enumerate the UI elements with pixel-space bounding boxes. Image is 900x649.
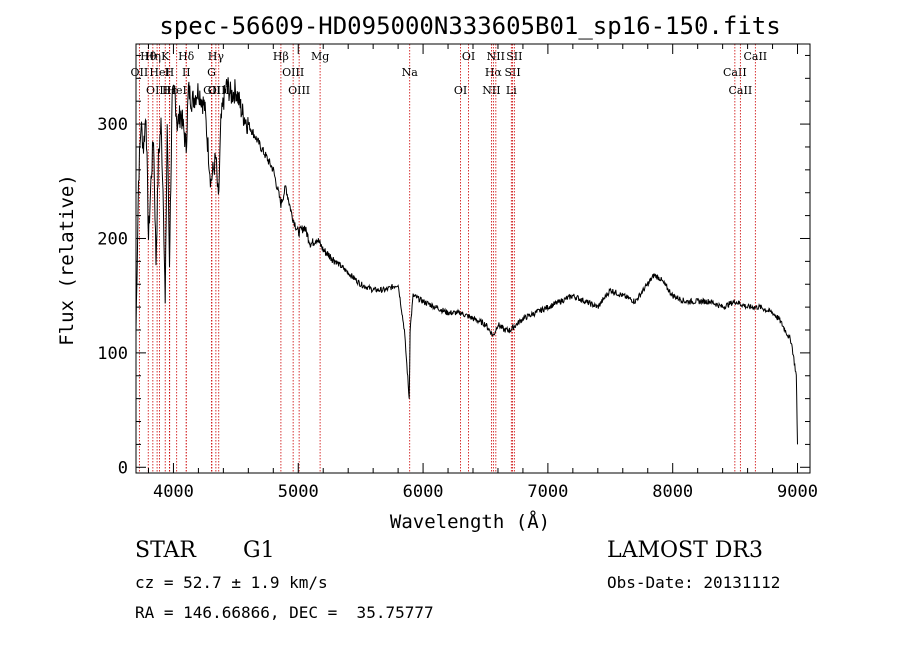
y-tick-label: 200 — [97, 229, 128, 249]
plot-frame — [135, 43, 811, 474]
chart-title: spec-56609-HD095000N333605B01_sp16-150.f… — [159, 12, 780, 40]
line-label-nii: NII — [482, 84, 500, 97]
x-axis-label: Wavelength (Å) — [390, 510, 550, 533]
line-label-oi: OI — [454, 84, 467, 97]
x-tick-label: 9000 — [777, 482, 818, 502]
line-label-hβ: Hβ — [273, 50, 289, 63]
obs-date: Obs-Date: 20131112 — [607, 573, 781, 592]
line-label-li: Li — [506, 84, 517, 97]
line-label-oi: OI — [462, 50, 475, 63]
line-label-hα: Hα — [485, 66, 503, 79]
line-label-caii: CaII — [743, 50, 767, 63]
line-label-caii: CaII — [723, 66, 747, 79]
line-label-caii: CaII — [729, 84, 753, 97]
line-label-hei: HeI — [166, 84, 186, 97]
line-label-nii: NII — [487, 50, 505, 63]
line-label-g: G — [207, 66, 216, 79]
x-tick-label: 4000 — [153, 482, 194, 502]
line-label-hγ: Hγ — [208, 50, 225, 63]
survey-name: LAMOST DR3 — [607, 538, 763, 563]
coordinates: RA = 146.66866, DEC = 35.75777 — [135, 603, 434, 622]
line-label-ii: II — [182, 66, 191, 79]
y-tick-label: 0 — [118, 458, 128, 478]
spectrum-chart: spec-56609-HD095000N333605B01_sp16-150.f… — [56, 12, 818, 533]
y-axis-label: Flux (relative) — [56, 174, 78, 346]
spectral-line-markers: HθOIIOIIIKHeIHεHηHHeIHδIIGIIHγGOIIIHβOII… — [131, 44, 767, 473]
object-type: STAR — [135, 538, 196, 563]
line-label-h: H — [165, 66, 175, 79]
y-tick-label: 100 — [97, 344, 128, 364]
x-tick-label: 7000 — [527, 482, 568, 502]
line-label-oiii: OIII — [146, 84, 168, 97]
subclass: G1 — [243, 538, 275, 563]
redshift-text: cz = 52.7 ± 1.9 km/s — [135, 573, 328, 592]
x-tick-label: 5000 — [278, 482, 319, 502]
line-label-na: Na — [402, 66, 419, 79]
line-label-sii: SII — [506, 50, 522, 63]
line-label-hei: HeI — [149, 66, 169, 79]
line-label-oiii: OIII — [288, 84, 310, 97]
line-label-mg: Mg — [311, 50, 329, 63]
line-label-hη: Hη — [145, 50, 161, 63]
line-label-sii: SII — [504, 66, 520, 79]
axis-ticks: 4000 5000 6000 7000 8000 9000 0 100 200 300 — [97, 44, 818, 502]
spectrum-series-line — [135, 77, 798, 445]
line-label-oii: OII — [131, 66, 149, 79]
line-label-k: K — [161, 50, 170, 63]
line-label-oiii: OIII — [282, 66, 304, 79]
x-tick-label: 6000 — [403, 482, 444, 502]
x-tick-label: 8000 — [652, 482, 693, 502]
y-tick-label: 300 — [97, 115, 128, 135]
